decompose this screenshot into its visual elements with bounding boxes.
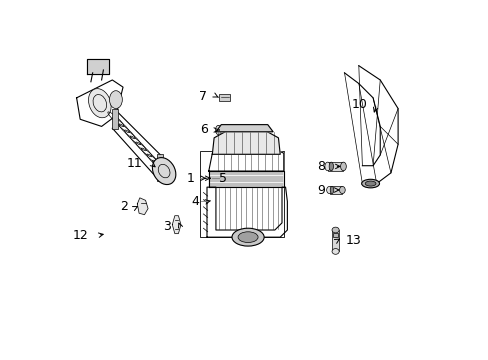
Text: 6: 6 — [200, 123, 207, 136]
FancyBboxPatch shape — [332, 233, 337, 237]
FancyBboxPatch shape — [157, 154, 163, 181]
Ellipse shape — [228, 125, 234, 135]
Ellipse shape — [340, 162, 346, 171]
FancyBboxPatch shape — [218, 125, 231, 135]
Text: 9: 9 — [317, 184, 325, 197]
Text: 1: 1 — [186, 172, 194, 185]
Polygon shape — [216, 125, 272, 132]
Ellipse shape — [88, 89, 111, 118]
Text: 8: 8 — [317, 160, 325, 173]
Text: 2: 2 — [120, 200, 128, 213]
Ellipse shape — [238, 232, 258, 243]
Ellipse shape — [365, 181, 375, 186]
Ellipse shape — [329, 186, 333, 194]
Text: 4: 4 — [190, 195, 198, 208]
FancyBboxPatch shape — [327, 162, 343, 171]
Polygon shape — [206, 187, 287, 237]
Text: 13: 13 — [345, 234, 361, 247]
FancyBboxPatch shape — [219, 94, 230, 102]
Ellipse shape — [361, 179, 379, 188]
FancyBboxPatch shape — [111, 109, 118, 129]
Ellipse shape — [331, 249, 339, 254]
Polygon shape — [87, 59, 108, 73]
Ellipse shape — [328, 162, 333, 171]
FancyBboxPatch shape — [329, 186, 342, 194]
Text: 7: 7 — [199, 90, 206, 103]
Polygon shape — [137, 198, 148, 215]
Ellipse shape — [109, 91, 122, 109]
Polygon shape — [212, 130, 280, 154]
FancyBboxPatch shape — [331, 230, 339, 251]
Polygon shape — [172, 216, 181, 234]
Text: 5: 5 — [219, 172, 226, 185]
Ellipse shape — [324, 162, 330, 171]
Polygon shape — [208, 146, 283, 171]
Ellipse shape — [152, 158, 176, 185]
Ellipse shape — [339, 186, 345, 194]
Polygon shape — [208, 171, 283, 187]
Ellipse shape — [215, 125, 221, 135]
FancyBboxPatch shape — [200, 152, 283, 237]
Text: 3: 3 — [163, 220, 171, 233]
Ellipse shape — [331, 227, 339, 233]
Text: 10: 10 — [351, 98, 367, 111]
Ellipse shape — [231, 228, 264, 246]
Polygon shape — [77, 80, 123, 126]
Text: 12: 12 — [73, 229, 88, 242]
Text: 11: 11 — [127, 157, 142, 170]
Ellipse shape — [326, 186, 332, 194]
